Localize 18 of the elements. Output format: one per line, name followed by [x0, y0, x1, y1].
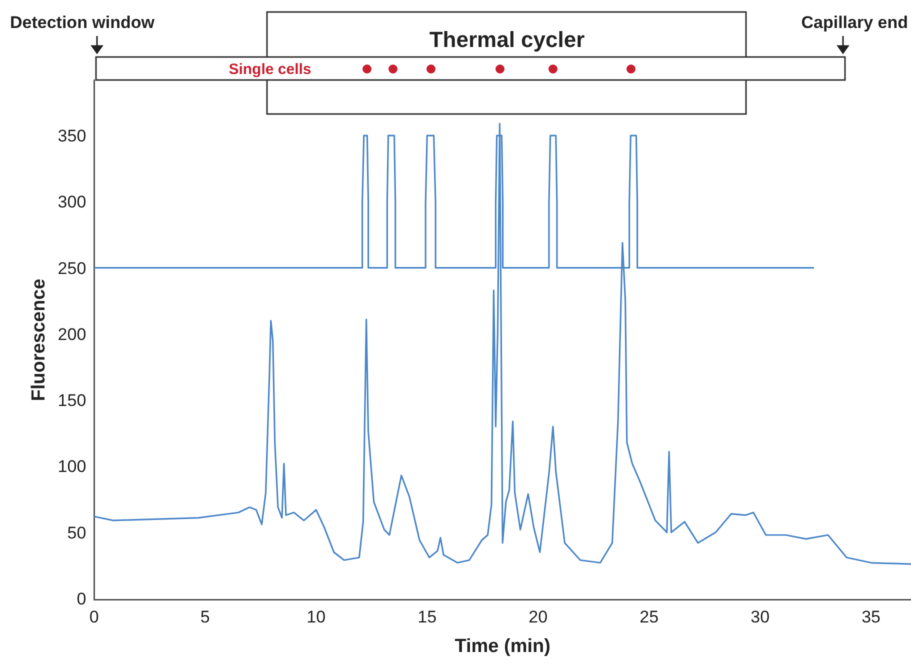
y-axis-title: Fluorescence — [28, 278, 50, 402]
x-axis-title: Time (min) — [454, 636, 550, 657]
y-tick-label: 100 — [58, 457, 86, 476]
x-tick-label: 15 — [418, 608, 437, 627]
y-tick-label: 250 — [58, 258, 86, 278]
x-tick-label: 30 — [750, 608, 770, 627]
x-tick-label: 20 — [528, 608, 548, 627]
x-tick-label: 35 — [862, 608, 881, 627]
x-tick-label: 5 — [200, 608, 210, 627]
y-tick-label: 150 — [58, 391, 86, 410]
y-tick-label: 350 — [58, 126, 86, 146]
y-tick-label: 300 — [58, 192, 86, 212]
x-tick-label: 10 — [306, 608, 326, 627]
x-tick-label: 0 — [89, 608, 99, 627]
y-tick-label: 0 — [76, 589, 86, 608]
y-tick-label: 50 — [67, 523, 86, 542]
x-tick-label: 25 — [640, 608, 659, 627]
y-tick-label: 200 — [58, 324, 86, 344]
